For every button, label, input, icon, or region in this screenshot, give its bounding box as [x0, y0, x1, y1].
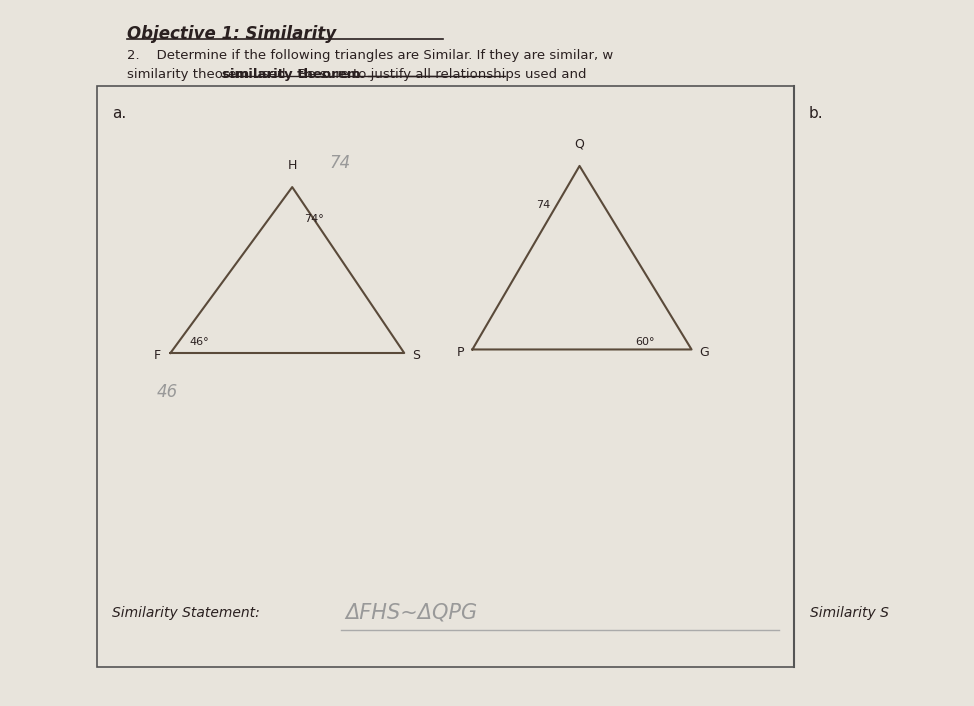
Text: 60°: 60°: [635, 337, 655, 347]
Text: Similarity Statement:: Similarity Statement:: [112, 606, 260, 620]
Text: G: G: [699, 346, 709, 359]
Text: 74°: 74°: [304, 214, 323, 224]
Text: ΔFHS~ΔQPG: ΔFHS~ΔQPG: [346, 603, 478, 623]
Text: Similarity S: Similarity S: [810, 606, 889, 620]
Text: S: S: [412, 349, 420, 362]
Text: 2.    Determine if the following triangles are Similar. If they are similar, w: 2. Determine if the following triangles …: [127, 49, 613, 62]
Text: b.: b.: [808, 106, 823, 121]
Text: similarity theorem used.  Be sure to justify all relationships used and: similarity theorem used. Be sure to just…: [127, 68, 586, 81]
Text: Objective 1: Similarity: Objective 1: Similarity: [127, 25, 336, 42]
Text: H: H: [287, 159, 297, 172]
Text: Q: Q: [575, 138, 584, 150]
Text: similarity theorem: similarity theorem: [222, 68, 360, 81]
Bar: [97, 86, 794, 667]
Text: F: F: [154, 349, 161, 362]
Text: P: P: [457, 346, 465, 359]
Text: 46: 46: [157, 383, 178, 400]
Text: a.: a.: [112, 106, 127, 121]
Text: 46°: 46°: [190, 337, 209, 347]
Text: 74: 74: [329, 154, 351, 172]
Text: 74: 74: [536, 200, 550, 210]
